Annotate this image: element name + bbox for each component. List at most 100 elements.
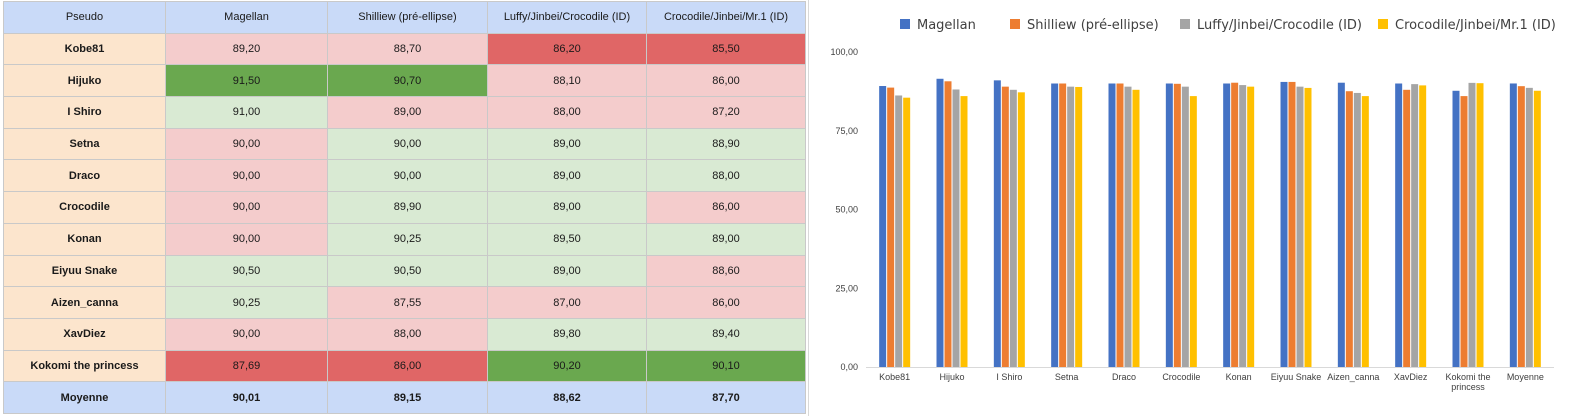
player-name-cell[interactable]: Hijuko [3, 64, 166, 98]
player-name-cell[interactable]: Kokomi the princess [3, 349, 166, 383]
player-name-cell[interactable]: Aizen_canna [3, 286, 166, 319]
player-name-cell[interactable]: I Shiro [3, 96, 166, 129]
column-header[interactable]: Crocodile/Jinbei/Mr.1 (ID) [646, 1, 806, 34]
legend-swatch [1180, 19, 1190, 29]
score-cell[interactable]: 89,00 [487, 191, 647, 224]
score-cell[interactable]: 87,00 [487, 286, 647, 319]
player-name-cell[interactable]: Eiyuu Snake [3, 254, 166, 288]
score-cell[interactable]: 89,50 [487, 222, 647, 256]
score-cell[interactable]: 90,20 [487, 349, 647, 383]
bar-4 [1075, 86, 1083, 367]
score-cell[interactable]: 89,40 [646, 317, 806, 351]
bar-4 [1247, 86, 1255, 368]
x-tick-label: Crocodile [1162, 372, 1200, 382]
bar-2 [1517, 86, 1525, 368]
bar-3 [952, 89, 960, 368]
x-tick-label: Aizen_canna [1327, 372, 1379, 382]
score-cell[interactable]: 88,00 [487, 96, 647, 129]
score-cell[interactable]: 89,00 [487, 127, 647, 161]
player-name-cell[interactable]: Draco [3, 159, 166, 193]
score-cell[interactable]: 88,70 [327, 32, 488, 66]
table-body: Kobe81 89,20 88,70 86,20 85,50 Hijuko 91,50 90,… [3, 32, 806, 414]
y-tick-label: 75,00 [835, 126, 858, 136]
average-label-cell[interactable]: Moyenne [3, 381, 166, 414]
score-cell[interactable]: 89,00 [487, 159, 647, 193]
score-cell[interactable]: 88,60 [646, 254, 806, 288]
bar-2 [1460, 96, 1468, 367]
bar-2 [944, 81, 952, 368]
score-cell[interactable]: 88,10 [487, 64, 647, 98]
score-cell[interactable]: 90,00 [165, 222, 328, 256]
bar-4 [1476, 83, 1484, 367]
score-cell[interactable]: 85,50 [646, 32, 806, 66]
score-cell[interactable]: 91,00 [165, 96, 328, 129]
score-cell[interactable]: 86,00 [646, 286, 806, 319]
bar-4 [903, 97, 911, 368]
bar-2 [1001, 86, 1009, 368]
score-cell[interactable]: 87,55 [327, 286, 488, 319]
score-cell[interactable]: 90,50 [327, 254, 488, 288]
legend-swatch [1010, 19, 1020, 29]
bar-4 [1419, 85, 1427, 367]
score-cell[interactable]: 89,90 [327, 191, 488, 224]
player-name-cell[interactable]: XavDiez [3, 317, 166, 351]
score-cell[interactable]: 88,90 [646, 127, 806, 161]
legend-label: Shilliew (pré-ellipse) [1027, 18, 1159, 33]
column-header[interactable]: Shilliew (pré-ellipse) [327, 1, 488, 34]
score-cell[interactable]: 88,00 [646, 159, 806, 193]
bar-chart: 0,00 25,00 50,00 75,00 100,00 Kobe81 Hijuko I S… [830, 18, 1556, 392]
score-cell[interactable]: 91,50 [165, 64, 328, 98]
score-cell[interactable]: 90,70 [327, 64, 488, 98]
score-cell[interactable]: 90,25 [327, 222, 488, 256]
player-name-cell[interactable]: Kobe81 [3, 32, 166, 66]
average-score-cell[interactable]: 87,70 [646, 381, 806, 414]
score-cell[interactable]: 86,00 [327, 349, 488, 383]
x-tick-label: Moyenne [1507, 372, 1544, 382]
player-name-cell[interactable]: Konan [3, 222, 166, 256]
column-header[interactable]: Pseudo [3, 1, 166, 34]
bar-1 [936, 78, 944, 368]
score-cell[interactable]: 90,50 [165, 254, 328, 288]
average-score-cell[interactable]: 90,01 [165, 381, 328, 414]
score-cell[interactable]: 87,69 [165, 349, 328, 383]
bar-3 [1009, 89, 1017, 368]
bar-1 [1223, 83, 1231, 367]
legend-swatch [900, 19, 910, 29]
average-score-cell[interactable]: 89,15 [327, 381, 488, 414]
score-cell[interactable]: 89,00 [646, 222, 806, 256]
bar-4 [1304, 87, 1312, 367]
player-name-cell[interactable]: Setna [3, 127, 166, 161]
score-cell[interactable]: 90,00 [165, 191, 328, 224]
bar-3 [1239, 85, 1247, 367]
player-name-cell[interactable]: Crocodile [3, 191, 166, 224]
average-score-cell[interactable]: 88,62 [487, 381, 647, 414]
table-row: Aizen_canna 90,25 87,55 87,00 86,00 [3, 286, 806, 319]
legend-label: Crocodile/Jinbei/Mr.1 (ID) [1395, 18, 1556, 33]
bar-1 [1108, 83, 1116, 367]
score-cell[interactable]: 89,80 [487, 317, 647, 351]
score-cell[interactable]: 86,00 [646, 191, 806, 224]
bar-1 [1337, 82, 1345, 368]
score-cell[interactable]: 89,00 [327, 96, 488, 129]
bar-2 [1059, 83, 1067, 367]
score-cell[interactable]: 86,00 [646, 64, 806, 98]
x-tick-label: princess [1451, 382, 1485, 392]
table-row: Kokomi the princess 87,69 86,00 90,20 90,10 [3, 349, 806, 383]
bar-2 [1403, 89, 1411, 368]
bar-1 [1452, 90, 1460, 368]
score-cell[interactable]: 90,00 [327, 159, 488, 193]
score-cell[interactable]: 90,00 [327, 127, 488, 161]
column-header[interactable]: Luffy/Jinbei/Crocodile (ID) [487, 1, 647, 34]
column-header[interactable]: Magellan [165, 1, 328, 34]
score-cell[interactable]: 89,00 [487, 254, 647, 288]
score-cell[interactable]: 90,00 [165, 159, 328, 193]
legend-label: Luffy/Jinbei/Crocodile (ID) [1197, 18, 1362, 33]
score-cell[interactable]: 87,20 [646, 96, 806, 129]
score-cell[interactable]: 86,20 [487, 32, 647, 66]
score-cell[interactable]: 89,20 [165, 32, 328, 66]
score-cell[interactable]: 90,10 [646, 349, 806, 383]
score-cell[interactable]: 90,25 [165, 286, 328, 319]
score-cell[interactable]: 90,00 [165, 317, 328, 351]
score-cell[interactable]: 90,00 [165, 127, 328, 161]
score-cell[interactable]: 88,00 [327, 317, 488, 351]
